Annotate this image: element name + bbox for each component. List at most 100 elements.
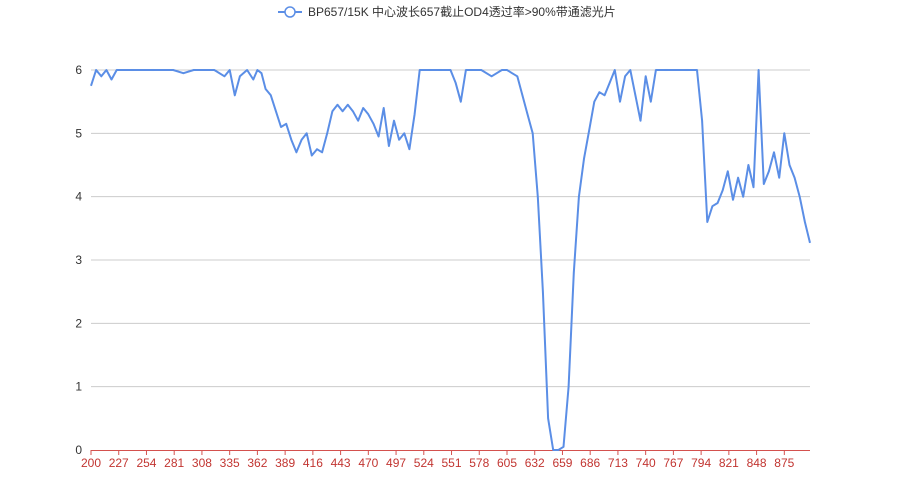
data-point[interactable] bbox=[567, 385, 571, 389]
data-point[interactable] bbox=[464, 68, 468, 72]
data-point[interactable] bbox=[500, 68, 504, 72]
data-point[interactable] bbox=[520, 93, 524, 97]
data-point[interactable] bbox=[716, 201, 720, 205]
data-point[interactable] bbox=[325, 131, 329, 135]
data-point[interactable] bbox=[562, 445, 566, 449]
data-point[interactable] bbox=[700, 119, 704, 123]
data-point[interactable] bbox=[94, 68, 98, 72]
data-point[interactable] bbox=[541, 290, 545, 294]
data-point[interactable] bbox=[377, 135, 381, 139]
data-point[interactable] bbox=[649, 100, 653, 104]
data-point[interactable] bbox=[104, 68, 108, 72]
data-point[interactable] bbox=[623, 74, 627, 78]
data-point[interactable] bbox=[392, 119, 396, 123]
data-point[interactable] bbox=[351, 109, 355, 113]
data-point[interactable] bbox=[372, 122, 376, 126]
data-point[interactable] bbox=[546, 416, 550, 420]
data-point[interactable] bbox=[387, 144, 391, 148]
data-point[interactable] bbox=[418, 68, 422, 72]
data-point[interactable] bbox=[305, 131, 309, 135]
data-point[interactable] bbox=[284, 122, 288, 126]
data-point[interactable] bbox=[366, 112, 370, 116]
data-point[interactable] bbox=[233, 93, 237, 97]
data-point[interactable] bbox=[618, 100, 622, 104]
data-point[interactable] bbox=[505, 68, 509, 72]
data-point[interactable] bbox=[757, 68, 761, 72]
data-point[interactable] bbox=[685, 68, 689, 72]
data-point[interactable] bbox=[705, 220, 709, 224]
data-point[interactable] bbox=[449, 68, 453, 72]
data-point[interactable] bbox=[346, 103, 350, 107]
data-point[interactable] bbox=[808, 241, 812, 245]
data-point[interactable] bbox=[310, 154, 314, 158]
data-point[interactable] bbox=[251, 78, 255, 82]
data-point[interactable] bbox=[438, 68, 442, 72]
data-point[interactable] bbox=[289, 138, 293, 142]
data-point[interactable] bbox=[710, 204, 714, 208]
data-point[interactable] bbox=[115, 68, 119, 72]
data-point[interactable] bbox=[603, 93, 607, 97]
data-point[interactable] bbox=[269, 93, 273, 97]
data-point[interactable] bbox=[536, 195, 540, 199]
data-point[interactable] bbox=[592, 100, 596, 104]
data-point[interactable] bbox=[238, 74, 242, 78]
data-point[interactable] bbox=[772, 150, 776, 154]
data-point[interactable] bbox=[330, 109, 334, 113]
data-point[interactable] bbox=[726, 169, 730, 173]
data-point[interactable] bbox=[556, 448, 560, 452]
data-point[interactable] bbox=[577, 195, 581, 199]
data-point[interactable] bbox=[664, 68, 668, 72]
data-point[interactable] bbox=[597, 90, 601, 94]
data-point[interactable] bbox=[341, 109, 345, 113]
data-point[interactable] bbox=[245, 68, 249, 72]
data-point[interactable] bbox=[490, 74, 494, 78]
data-point[interactable] bbox=[171, 68, 175, 72]
data-point[interactable] bbox=[99, 74, 103, 78]
data-point[interactable] bbox=[788, 163, 792, 167]
data-point[interactable] bbox=[515, 74, 519, 78]
data-point[interactable] bbox=[752, 185, 756, 189]
data-point[interactable] bbox=[192, 68, 196, 72]
data-point[interactable] bbox=[695, 68, 699, 72]
data-point[interactable] bbox=[320, 150, 324, 154]
data-point[interactable] bbox=[613, 68, 617, 72]
data-point[interactable] bbox=[255, 68, 259, 72]
data-point[interactable] bbox=[228, 68, 232, 72]
data-point[interactable] bbox=[746, 163, 750, 167]
data-point[interactable] bbox=[413, 112, 417, 116]
data-point[interactable] bbox=[428, 68, 432, 72]
data-point[interactable] bbox=[181, 71, 185, 75]
data-point[interactable] bbox=[279, 125, 283, 129]
data-point[interactable] bbox=[572, 271, 576, 275]
data-point[interactable] bbox=[212, 68, 216, 72]
data-point[interactable] bbox=[741, 195, 745, 199]
data-point[interactable] bbox=[315, 147, 319, 151]
legend[interactable]: BP657/15K 中心波长657截止OD4透过率>90%带通滤光片 bbox=[278, 4, 616, 19]
data-point[interactable] bbox=[454, 81, 458, 85]
data-point[interactable] bbox=[639, 119, 643, 123]
data-point[interactable] bbox=[397, 138, 401, 142]
data-point[interactable] bbox=[382, 106, 386, 110]
data-point[interactable] bbox=[274, 109, 278, 113]
data-point[interactable] bbox=[300, 138, 304, 142]
data-point[interactable] bbox=[633, 93, 637, 97]
data-point[interactable] bbox=[526, 112, 530, 116]
data-point[interactable] bbox=[587, 128, 591, 132]
data-point[interactable] bbox=[260, 71, 264, 75]
data-point[interactable] bbox=[731, 198, 735, 202]
data-point[interactable] bbox=[654, 68, 658, 72]
data-point[interactable] bbox=[767, 169, 771, 173]
data-point[interactable] bbox=[644, 74, 648, 78]
data-point[interactable] bbox=[479, 68, 483, 72]
data-point[interactable] bbox=[782, 131, 786, 135]
data-point[interactable] bbox=[110, 78, 114, 82]
data-point[interactable] bbox=[803, 220, 807, 224]
data-point[interactable] bbox=[531, 131, 535, 135]
data-point[interactable] bbox=[356, 119, 360, 123]
data-point[interactable] bbox=[223, 74, 227, 78]
data-point[interactable] bbox=[793, 176, 797, 180]
data-point[interactable] bbox=[336, 103, 340, 107]
data-point[interactable] bbox=[736, 176, 740, 180]
data-point[interactable] bbox=[89, 84, 93, 88]
data-point[interactable] bbox=[151, 68, 155, 72]
